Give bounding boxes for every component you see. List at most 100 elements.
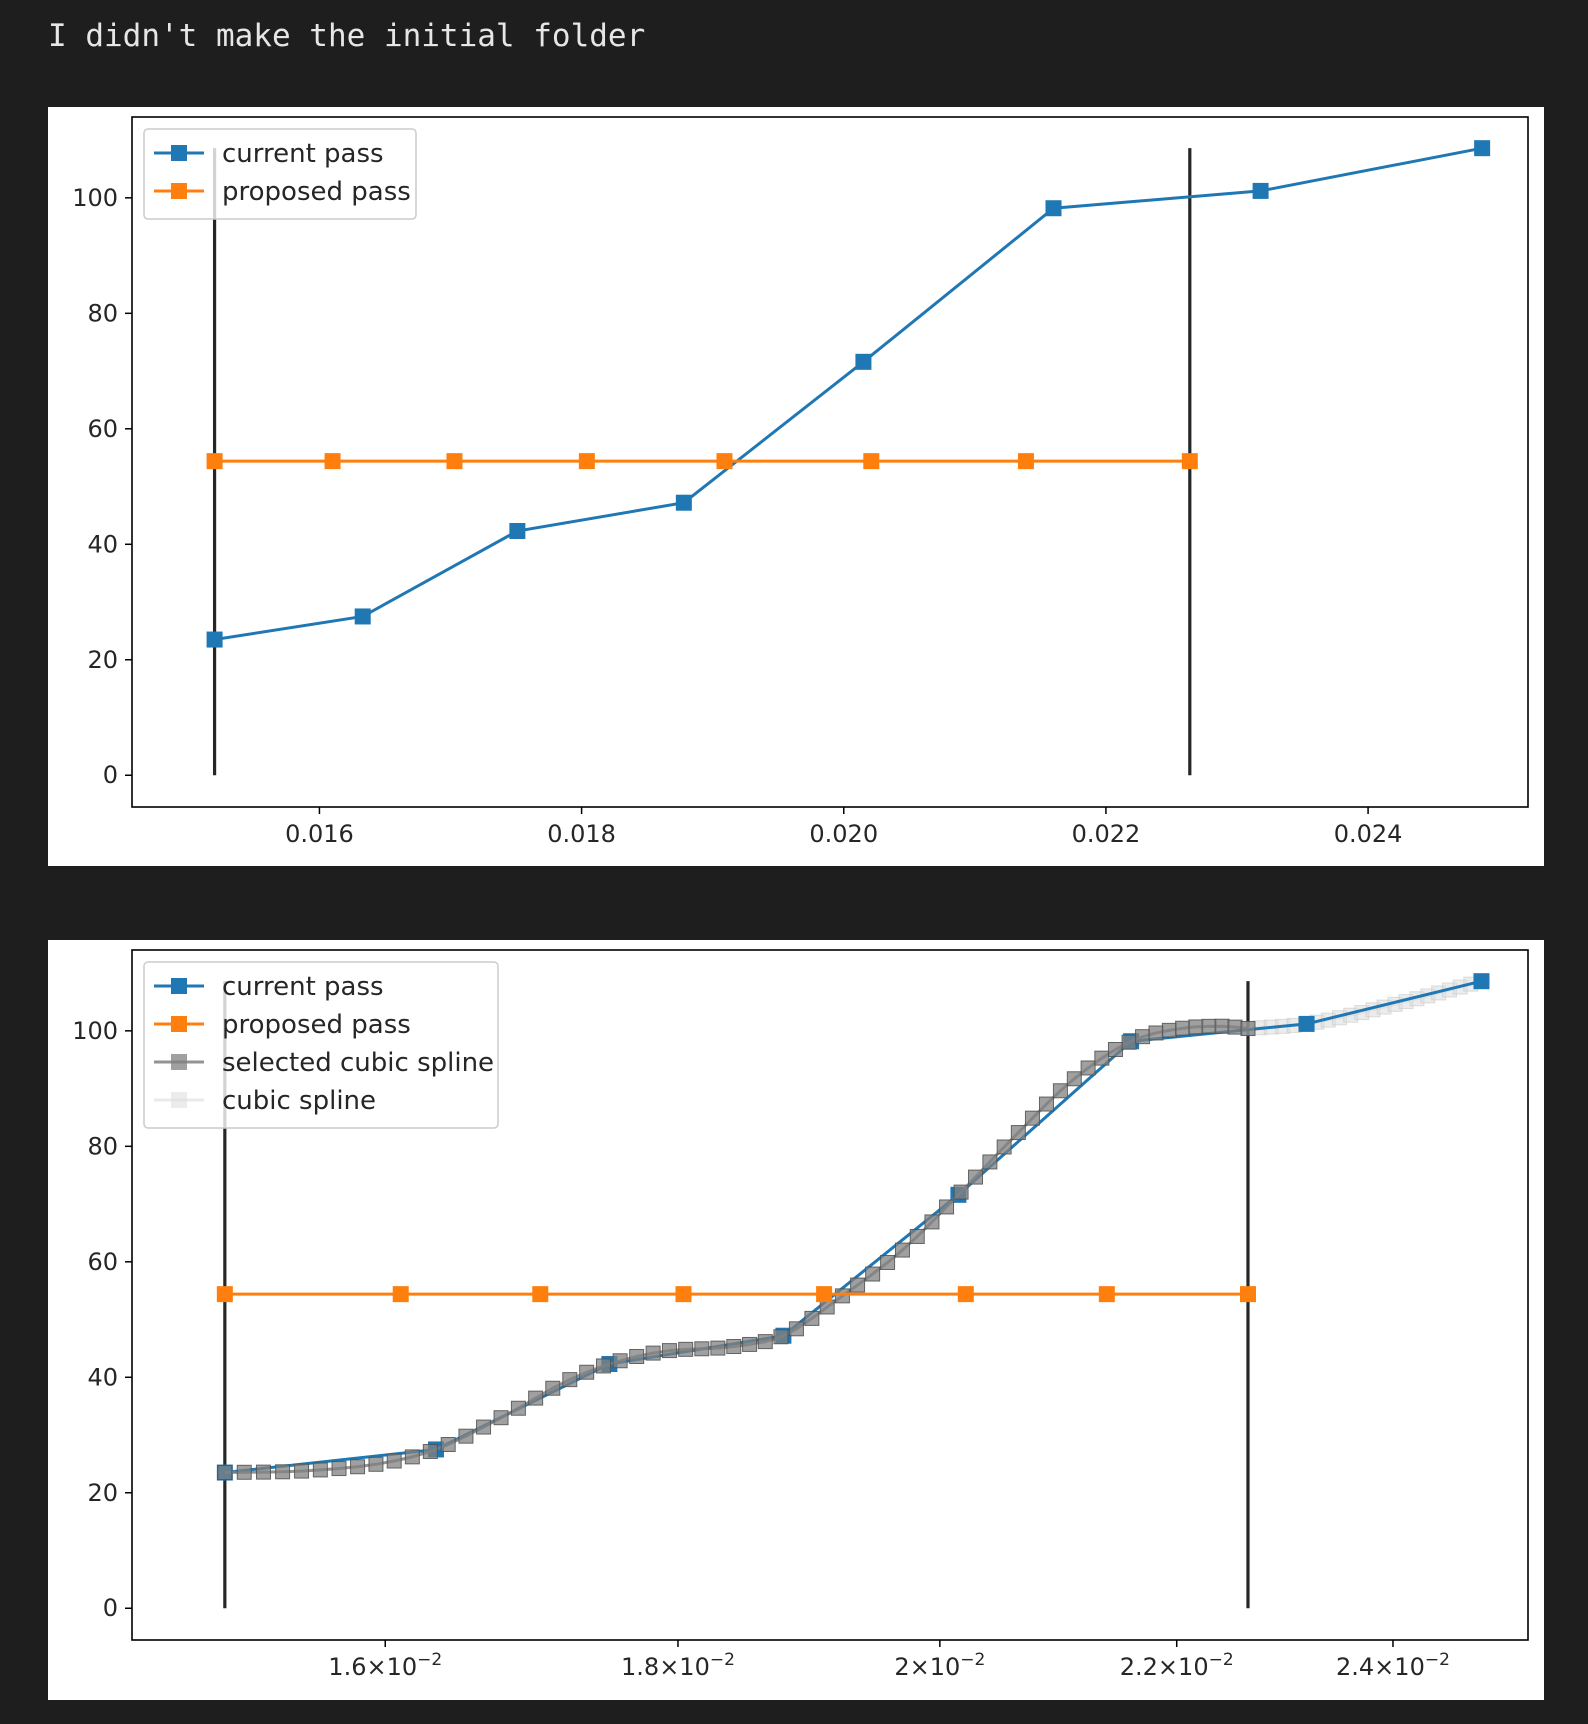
series-marker xyxy=(710,1340,726,1356)
x-tick-label: 0.018 xyxy=(547,820,616,848)
series-marker xyxy=(532,1286,549,1303)
series-marker xyxy=(1175,1020,1191,1036)
y-tick-label: 20 xyxy=(87,1479,118,1507)
series-marker xyxy=(880,1254,896,1270)
series-marker xyxy=(1473,973,1490,990)
series-marker xyxy=(834,1288,850,1304)
x-tick-label: 1.6×10−2 xyxy=(328,1650,442,1681)
series-marker xyxy=(968,1169,984,1185)
series-marker xyxy=(331,1461,347,1477)
series-marker xyxy=(850,1277,866,1293)
series-marker xyxy=(996,1139,1012,1155)
series-marker xyxy=(312,1462,328,1478)
series-marker xyxy=(528,1390,544,1406)
chart-linear-axes: 0 20 40 60 80 100 0.016 0.018 0.020 0.022 0.024 cur… xyxy=(72,116,1529,848)
series-marker xyxy=(1240,1021,1256,1037)
series-marker xyxy=(294,1463,310,1479)
series-marker xyxy=(1239,1286,1256,1303)
series-current xyxy=(206,140,1491,648)
series-marker xyxy=(982,1154,998,1170)
series-marker xyxy=(804,1310,820,1326)
series-marker xyxy=(957,1286,974,1303)
plot-area: 0 20 40 60 80 100 0.016 0.018 0.020 0.022 0.024 xyxy=(72,116,1529,848)
series-marker xyxy=(510,1400,526,1416)
series-marker xyxy=(1066,1071,1082,1087)
series-selected xyxy=(217,1018,1256,1481)
series-marker xyxy=(1252,182,1269,199)
legend-label: selected cubic spline xyxy=(222,1048,494,1078)
x-tick-label: 0.022 xyxy=(1072,820,1141,848)
x-tick-label: 0.016 xyxy=(285,820,354,848)
legend: current pass proposed pass selected cubic … xyxy=(143,961,499,1129)
legend-label: proposed pass xyxy=(222,177,411,207)
series-marker xyxy=(773,1329,789,1345)
series-marker xyxy=(275,1464,291,1480)
legend-marker xyxy=(171,1054,187,1070)
series-marker xyxy=(863,453,880,470)
y-tick-label: 100 xyxy=(72,1017,118,1045)
x-tick-label: 1.8×10−2 xyxy=(621,1650,735,1681)
series-marker xyxy=(1227,1019,1243,1035)
legend-entry: selected cubic spline xyxy=(154,1048,494,1078)
legend-marker xyxy=(171,1092,187,1108)
x-tick-label: 2.2×10−2 xyxy=(1120,1650,1234,1681)
series-marker xyxy=(726,1339,742,1355)
series-marker xyxy=(206,453,223,470)
legend-entry: proposed pass xyxy=(154,1010,411,1040)
series-marker xyxy=(324,453,341,470)
series-marker xyxy=(1135,1029,1151,1045)
legend-box xyxy=(143,128,417,220)
y-tick-label: 0 xyxy=(103,1594,118,1622)
legend: current pass proposed pass xyxy=(143,128,417,220)
legend-label: current pass xyxy=(222,972,384,1002)
series-marker xyxy=(1080,1060,1096,1076)
series-marker xyxy=(386,1453,402,1469)
x-tick-label: 2×10−2 xyxy=(894,1650,985,1681)
series-marker xyxy=(217,1465,233,1481)
series-marker xyxy=(1045,200,1062,217)
y-tick-label: 20 xyxy=(87,646,118,674)
legend-entry: current pass xyxy=(154,972,384,1002)
series-marker xyxy=(255,1464,271,1480)
legend-label: current pass xyxy=(222,139,384,169)
x-tick-label: 0.024 xyxy=(1334,820,1403,848)
series-marker xyxy=(206,631,223,648)
series-marker xyxy=(629,1348,645,1364)
series-marker xyxy=(562,1372,578,1388)
series-marker xyxy=(953,1184,969,1200)
series-line xyxy=(214,146,1483,642)
series-marker xyxy=(216,1286,233,1303)
series-marker xyxy=(236,1464,252,1480)
x-tick-label: 0.020 xyxy=(809,820,878,848)
axes-frame xyxy=(131,949,1529,1641)
chart-log-axes: 0 20 40 60 80 100 1.6×10−2 1.8×10−2 2×10−2 2.2×10… xyxy=(72,949,1529,1681)
series-marker xyxy=(678,1341,694,1357)
series-marker xyxy=(350,1459,366,1475)
series-marker xyxy=(595,1358,611,1374)
series-marker xyxy=(1038,1096,1054,1112)
series-marker xyxy=(1474,140,1491,157)
series-marker xyxy=(578,453,595,470)
y-tick-label: 60 xyxy=(87,1248,118,1276)
series-marker xyxy=(675,1286,692,1303)
series-marker xyxy=(1024,1110,1040,1126)
series-marker xyxy=(661,1343,677,1359)
y-tick-label: 100 xyxy=(72,184,118,212)
series-marker xyxy=(1148,1025,1164,1041)
series-marker xyxy=(354,608,371,625)
series-proposed xyxy=(206,453,1198,470)
series-marker xyxy=(1161,1022,1177,1038)
series-marker xyxy=(545,1380,561,1396)
legend-box xyxy=(143,961,499,1129)
series-marker xyxy=(458,1428,474,1444)
series-marker xyxy=(1094,1050,1110,1066)
series-marker xyxy=(579,1364,595,1380)
y-tick-label: 80 xyxy=(87,299,118,327)
series-marker xyxy=(476,1419,492,1435)
series-marker xyxy=(939,1199,955,1215)
series-marker xyxy=(392,1286,409,1303)
y-tick-label: 40 xyxy=(87,530,118,558)
series-marker xyxy=(816,1286,833,1303)
series-marker xyxy=(1052,1083,1068,1099)
series-marker xyxy=(1298,1015,1315,1032)
